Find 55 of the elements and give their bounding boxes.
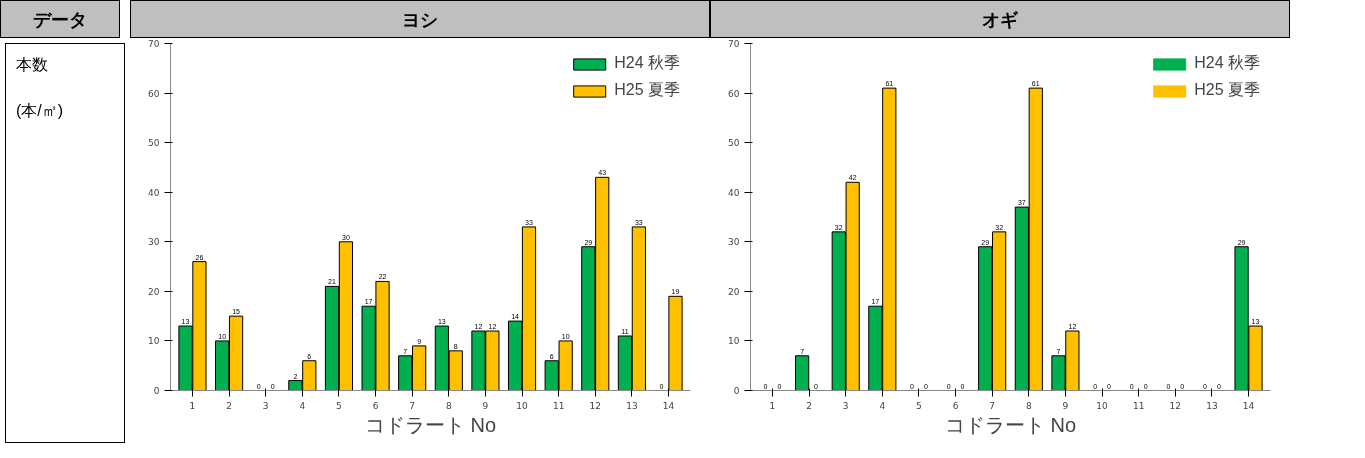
legend-label: H25 夏季 bbox=[1194, 80, 1260, 100]
legend-label: H24 秋季 bbox=[1194, 53, 1260, 73]
y-tick-label: 10 bbox=[728, 336, 740, 347]
y-tick-label: 60 bbox=[148, 88, 160, 99]
y-tick-label: 0 bbox=[733, 386, 740, 396]
x-tick-label: 1 bbox=[769, 400, 776, 411]
x-tick-label: 7 bbox=[409, 400, 416, 411]
x-tick-label: 9 bbox=[482, 400, 489, 411]
x-tick-label: 3 bbox=[842, 400, 849, 411]
text: (本/㎡) bbox=[16, 101, 64, 119]
y-tick-label: 30 bbox=[728, 237, 740, 248]
y-tick-label: 70 bbox=[728, 39, 740, 49]
y-tick-label: 20 bbox=[148, 286, 160, 297]
chart-title: オギ bbox=[982, 9, 1018, 32]
x-tick-label: 3 bbox=[262, 400, 269, 411]
text: 本数 bbox=[16, 56, 48, 73]
x-axis-title: コドラート No bbox=[364, 413, 497, 436]
y-tick-label: 40 bbox=[148, 187, 160, 198]
x-tick-label: 14 bbox=[1242, 400, 1255, 411]
x-tick-label: 8 bbox=[445, 400, 452, 411]
x-tick-label: 10 bbox=[1096, 400, 1109, 411]
legend-label: H25 夏季 bbox=[614, 80, 680, 100]
x-tick-label: 11 bbox=[1132, 400, 1145, 411]
x-tick-label: 8 bbox=[1025, 400, 1032, 411]
x-tick-label: 4 bbox=[879, 400, 886, 411]
x-tick-label: 11 bbox=[552, 400, 565, 411]
x-tick-label: 1 bbox=[189, 400, 196, 411]
x-tick-label: 6 bbox=[372, 400, 379, 411]
x-tick-label: 4 bbox=[299, 400, 306, 411]
x-tick-label: 7 bbox=[989, 400, 996, 411]
legend-label: H24 秋季 bbox=[614, 53, 680, 73]
x-tick-label: 6 bbox=[952, 400, 959, 411]
x-tick-label: 2 bbox=[226, 400, 232, 411]
y-tick-label: 20 bbox=[728, 286, 740, 297]
x-tick-label: 14 bbox=[662, 400, 675, 411]
x-tick-label: 13 bbox=[626, 400, 638, 411]
y-tick-label: 50 bbox=[728, 138, 740, 149]
y-tick-label: 40 bbox=[728, 187, 740, 198]
x-axis-title: コドラート No bbox=[944, 413, 1077, 436]
y-tick-label: 10 bbox=[148, 336, 160, 347]
x-tick-label: 2 bbox=[806, 400, 812, 411]
text: データ bbox=[33, 9, 87, 32]
x-tick-label: 12 bbox=[589, 400, 602, 411]
y-tick-label: 0 bbox=[153, 386, 160, 396]
x-tick-label: 9 bbox=[1062, 400, 1069, 411]
y-tick-label: 60 bbox=[728, 88, 740, 99]
y-tick-label: 30 bbox=[148, 237, 160, 248]
y-tick-label: 50 bbox=[148, 138, 160, 149]
x-tick-label: 10 bbox=[516, 400, 529, 411]
x-tick-label: 5 bbox=[916, 400, 922, 411]
x-tick-label: 13 bbox=[1206, 400, 1218, 411]
chart-title: ヨシ bbox=[402, 9, 438, 32]
y-tick-label: 70 bbox=[148, 39, 160, 49]
x-tick-label: 12 bbox=[1169, 400, 1182, 411]
x-tick-label: 5 bbox=[336, 400, 342, 411]
